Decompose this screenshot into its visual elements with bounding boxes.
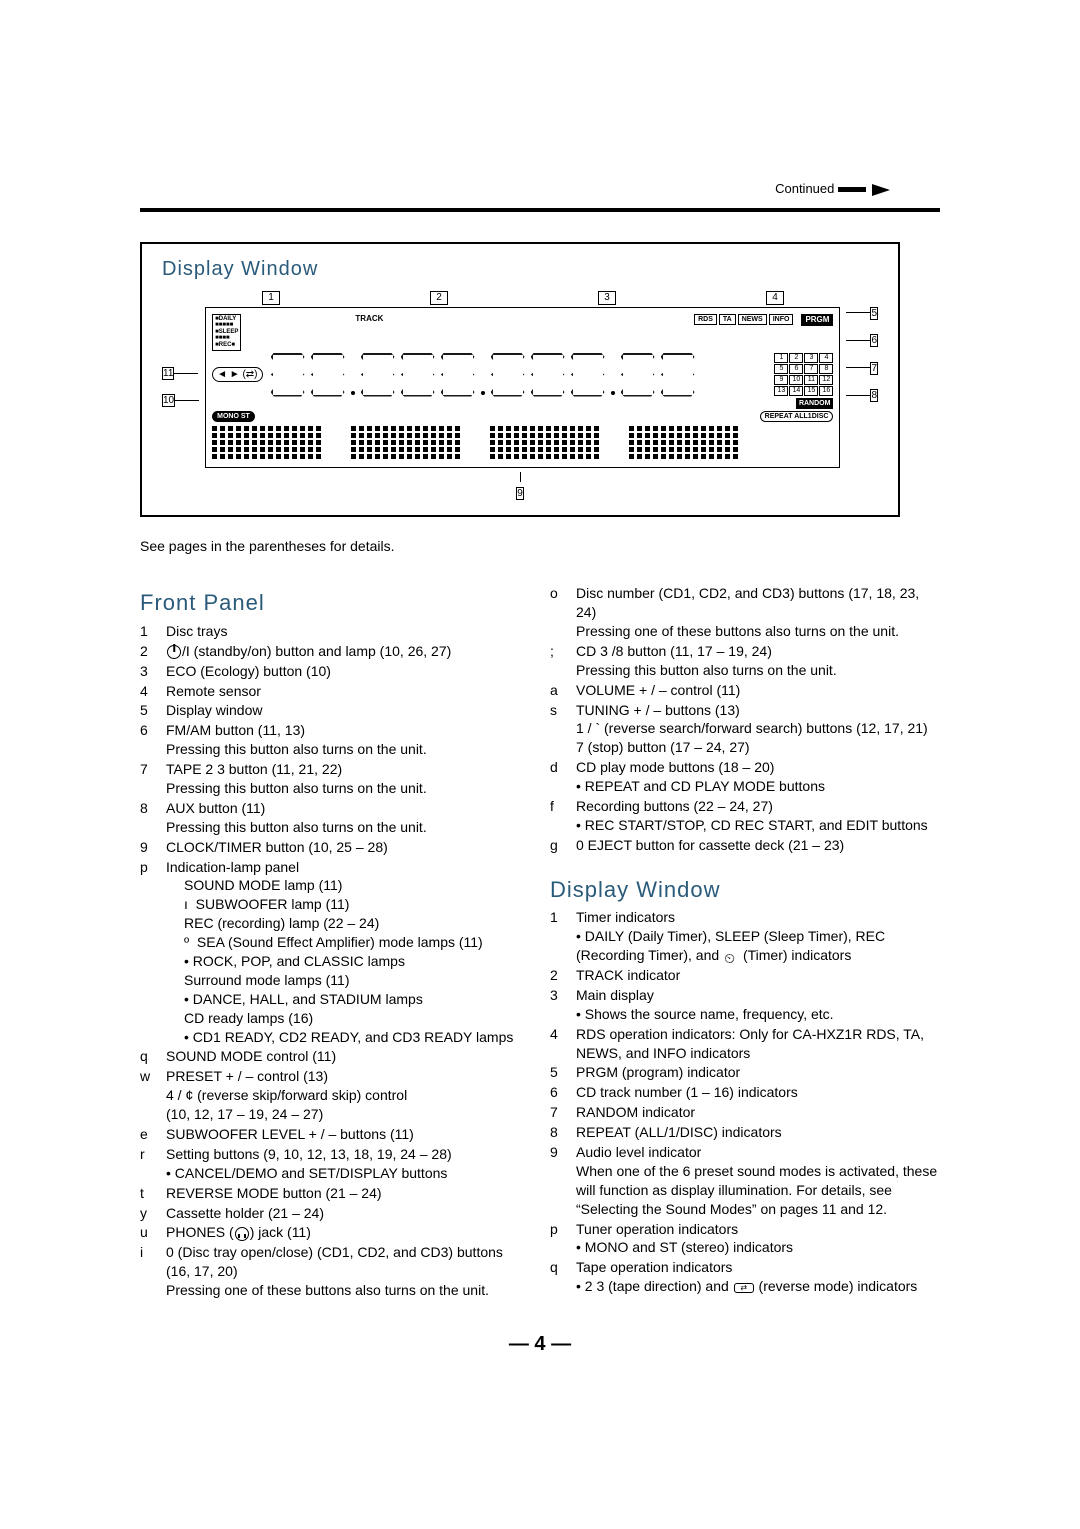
front-panel-title: Front Panel bbox=[140, 588, 530, 618]
list-item: dCD play mode buttons (18 – 20)REPEAT an… bbox=[550, 758, 940, 796]
list-item: 5PRGM (program) indicator bbox=[550, 1063, 940, 1082]
list-item: wPRESET + / – control (13)4 / ¢ (reverse… bbox=[140, 1067, 530, 1124]
random-indicator: RANDOM bbox=[796, 398, 834, 409]
list-item: qSOUND MODE control (11) bbox=[140, 1047, 530, 1066]
list-item: 4Remote sensor bbox=[140, 682, 530, 701]
list-item: aVOLUME + / – control (11) bbox=[550, 681, 940, 700]
seven-seg-digit bbox=[441, 353, 475, 397]
seven-seg-digit bbox=[661, 353, 695, 397]
display-diagram-title: Display Window bbox=[162, 256, 878, 283]
list-item: qTape operation indicators2 3 (tape dire… bbox=[550, 1258, 940, 1296]
front-panel-right-col: oDisc number (CD1, CD2, and CD3) buttons… bbox=[550, 580, 940, 1301]
list-item: pIndication-lamp panelSOUND MODE lamp (1… bbox=[140, 858, 530, 1047]
list-item: 6FM/AM button (11, 13)Pressing this butt… bbox=[140, 721, 530, 759]
list-item: 6CD track number (1 – 16) indicators bbox=[550, 1083, 940, 1102]
list-item: 7RANDOM indicator bbox=[550, 1103, 940, 1122]
list-item: oDisc number (CD1, CD2, and CD3) buttons… bbox=[550, 584, 940, 641]
page-number: — 4 — bbox=[50, 1331, 1030, 1358]
list-item: 7TAPE 2 3 button (11, 21, 22)Pressing th… bbox=[140, 760, 530, 798]
callout-4: 4 bbox=[766, 291, 784, 305]
list-item: 2/I (standby/on) button and lamp (10, 26… bbox=[140, 642, 530, 661]
list-item: 5Display window bbox=[140, 701, 530, 720]
list-item: tREVERSE MODE button (21 – 24) bbox=[140, 1184, 530, 1203]
list-item: 8REPEAT (ALL/1/DISC) indicators bbox=[550, 1123, 940, 1142]
list-item: fRecording buttons (22 – 24, 27)REC STAR… bbox=[550, 797, 940, 835]
list-item: 4RDS operation indicators: Only for CA-H… bbox=[550, 1025, 940, 1063]
list-item: eSUBWOOFER LEVEL + / – buttons (11) bbox=[140, 1125, 530, 1144]
list-item: uPHONES () jack (11) bbox=[140, 1223, 530, 1242]
prgm-indicator: PRGM bbox=[801, 314, 833, 327]
display-diagram-box: Display Window 1 2 3 4 11 10 ■DAILY■■■■■■SLE… bbox=[140, 242, 900, 518]
audio-level-indicator bbox=[212, 426, 833, 459]
callout-8: 8 bbox=[870, 389, 878, 402]
seven-seg-digit bbox=[491, 353, 525, 397]
continued-label: Continued bbox=[50, 180, 890, 198]
rds-indicators: RDSTANEWSINFO bbox=[694, 314, 793, 325]
list-item: 8AUX button (11)Pressing this button als… bbox=[140, 799, 530, 837]
callout-11: 11 bbox=[162, 367, 174, 380]
seven-seg-digit bbox=[571, 353, 605, 397]
lcd-panel: ■DAILY■■■■■■SLEEP■■■■■REC■ TRACK RDSTANE… bbox=[205, 307, 840, 469]
tape-direction-indicator: ◄ ► (⇄) bbox=[212, 367, 262, 383]
list-item: 3ECO (Ecology) button (10) bbox=[140, 662, 530, 681]
list-item: yCassette holder (21 – 24) bbox=[140, 1204, 530, 1223]
cd-track-grid: 12345678910111213141516 bbox=[774, 353, 833, 396]
seven-seg-digit bbox=[621, 353, 655, 397]
header-rule bbox=[140, 208, 940, 212]
callout-2: 2 bbox=[430, 291, 448, 305]
callout-7: 7 bbox=[870, 362, 878, 375]
list-item: 1Disc trays bbox=[140, 622, 530, 641]
seven-seg-digit bbox=[361, 353, 395, 397]
list-item: sTUNING + / – buttons (13)1 / ` (reverse… bbox=[550, 701, 940, 758]
list-item: pTuner operation indicatorsMONO and ST (… bbox=[550, 1220, 940, 1258]
list-item: i0 (Disc tray open/close) (CD1, CD2, and… bbox=[140, 1243, 530, 1300]
list-item: ;CD 3 /8 button (11, 17 – 19, 24)Pressin… bbox=[550, 642, 940, 680]
list-item: 9CLOCK/TIMER button (10, 25 – 28) bbox=[140, 838, 530, 857]
list-item: g0 EJECT button for cassette deck (21 – … bbox=[550, 836, 940, 855]
front-panel-left-col: Front Panel 1Disc trays2/I (standby/on) … bbox=[140, 580, 530, 1301]
seven-seg-digit bbox=[531, 353, 565, 397]
track-indicator: TRACK bbox=[355, 314, 383, 325]
callout-9: 9 bbox=[516, 487, 524, 500]
repeat-indicator: REPEAT ALL1DISC bbox=[760, 411, 834, 422]
callout-3: 3 bbox=[598, 291, 616, 305]
phones-icon bbox=[235, 1227, 249, 1241]
seven-seg-digit bbox=[271, 353, 305, 397]
seven-seg-digit bbox=[401, 353, 435, 397]
list-item: 3Main displayShows the source name, freq… bbox=[550, 986, 940, 1024]
callout-1: 1 bbox=[262, 291, 280, 305]
timer-icon: ⏲ bbox=[724, 949, 738, 963]
display-window-title: Display Window bbox=[550, 875, 940, 905]
list-item: 9Audio level indicatorWhen one of the 6 … bbox=[550, 1143, 940, 1219]
parentheses-note: See pages in the parentheses for details… bbox=[140, 537, 940, 556]
list-item: 1Timer indicatorsDAILY (Daily Timer), SL… bbox=[550, 908, 940, 965]
seven-seg-digit bbox=[311, 353, 345, 397]
list-item: rSetting buttons (9, 10, 12, 13, 18, 19,… bbox=[140, 1145, 530, 1183]
callout-6: 6 bbox=[870, 334, 878, 347]
callout-5: 5 bbox=[870, 307, 878, 320]
list-item: 2TRACK indicator bbox=[550, 966, 940, 985]
timer-indicator-box: ■DAILY■■■■■■SLEEP■■■■■REC■ bbox=[212, 314, 241, 351]
callout-10: 10 bbox=[162, 394, 175, 407]
power-icon bbox=[167, 645, 181, 659]
mono-st-indicator: MONO ST bbox=[212, 411, 255, 422]
reverse-mode-icon: ⇄ bbox=[734, 1283, 754, 1293]
